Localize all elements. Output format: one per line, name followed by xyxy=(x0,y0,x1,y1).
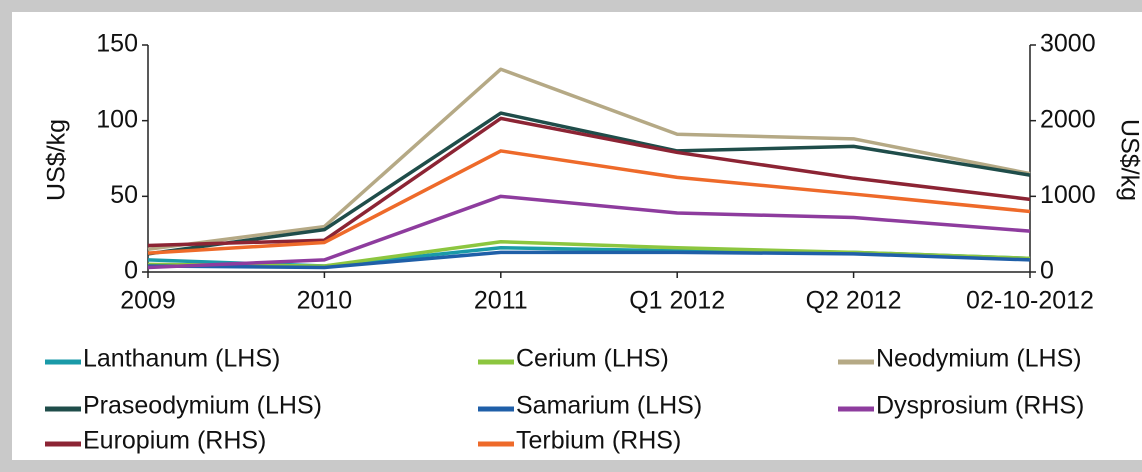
legend-label: Praseodymium (LHS) xyxy=(83,392,322,420)
legend-label: Europium (RHS) xyxy=(83,427,266,455)
series-line xyxy=(147,194,1031,270)
legend-label: Dysprosium (RHS) xyxy=(876,392,1084,420)
series-line xyxy=(147,111,1031,256)
x-tick-label: 2011 xyxy=(474,287,528,315)
x-tick-label: 2009 xyxy=(120,287,176,315)
y2-tick-label: 0 xyxy=(1040,257,1054,285)
y-tick-label: 50 xyxy=(110,181,138,209)
legend-label: Cerium (LHS) xyxy=(516,345,669,373)
y2-axis-label: US$/kg xyxy=(1115,119,1142,201)
y2-tick-label: 2000 xyxy=(1040,105,1096,133)
y2-tick-label: 1000 xyxy=(1040,181,1096,209)
x-tick-label: 2010 xyxy=(297,287,353,315)
legend-label: Samarium (LHS) xyxy=(516,392,702,420)
series-line xyxy=(147,67,1031,252)
x-tick-label: Q1 2012 xyxy=(629,287,725,315)
x-tick-label: 02-10-2012 xyxy=(966,287,1094,315)
series-line xyxy=(147,250,1031,270)
legend-label: Lanthanum (LHS) xyxy=(83,345,280,373)
y-axis-label: US$/kg xyxy=(43,119,71,201)
y2-tick-label: 3000 xyxy=(1040,30,1096,58)
legend-label: Neodymium (LHS) xyxy=(876,345,1082,373)
x-tick-label: Q2 2012 xyxy=(806,287,902,315)
y-tick-label: 0 xyxy=(124,257,138,285)
y-tick-label: 150 xyxy=(96,30,138,58)
y-tick-label: 100 xyxy=(96,105,138,133)
panel xyxy=(12,12,1142,460)
series-line xyxy=(147,149,1031,255)
legend-label: Terbium (RHS) xyxy=(516,427,681,455)
series-line xyxy=(147,116,1031,248)
